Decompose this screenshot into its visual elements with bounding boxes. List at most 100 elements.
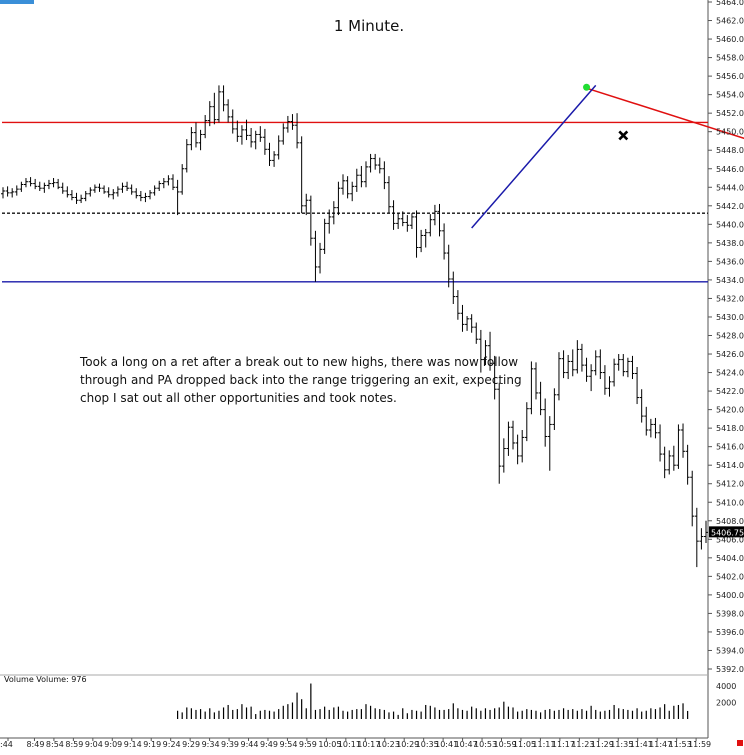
ohlc-bar (694, 507, 699, 568)
ohlc-bar (244, 119, 249, 141)
ohlc-bar (400, 211, 405, 227)
ohlc-bar (56, 178, 61, 190)
price-tick-label: 5460.00 (716, 35, 744, 44)
ohlc-bar (198, 129, 203, 151)
ohlc-bar (235, 120, 240, 142)
time-tick-label: 9:59 (299, 740, 317, 749)
ohlc-bar (593, 350, 598, 376)
ohlc-bar (671, 445, 676, 471)
price-tick-label: 5446.00 (716, 165, 744, 174)
volume-tick-label: 4000 (716, 682, 736, 691)
ohlc-bar (543, 398, 548, 447)
volume-tick-label: 2000 (716, 699, 736, 708)
ohlc-bar (221, 85, 226, 112)
annotation-line: chop I sat out all other opportunities a… (80, 391, 397, 405)
ohlc-bar (207, 101, 212, 127)
ohlc-bar (152, 185, 157, 196)
time-tick-label: 9:39 (221, 740, 239, 749)
ohlc-bar (97, 183, 102, 192)
volume-panel (177, 683, 743, 746)
price-tick-label: 5462.00 (716, 17, 744, 26)
price-tick-label: 5458.00 (716, 54, 744, 63)
time-tick-label: 9:14 (124, 740, 142, 749)
ohlc-bar (354, 168, 359, 192)
time-tick-label: 10:17 (357, 740, 380, 749)
ohlc-bar (501, 438, 506, 473)
ohlc-bar (285, 115, 290, 133)
ohlc-bar (46, 179, 51, 190)
price-tick-label: 5406.00 (716, 535, 744, 544)
time-tick-label: 9:34 (202, 740, 220, 749)
price-tick-label: 5414.00 (716, 461, 744, 470)
price-tick-label: 5430.00 (716, 313, 744, 322)
ohlc-bar (33, 178, 38, 190)
price-tick-label: 5442.00 (716, 202, 744, 211)
ohlc-bar (483, 340, 488, 366)
ohlc-bar (566, 354, 571, 380)
ohlc-bar (676, 424, 681, 469)
ohlc-bar (478, 329, 483, 373)
last-price-label: 5406.75 (711, 528, 744, 537)
price-tick-label: 5432.00 (716, 294, 744, 303)
ohlc-bar (327, 209, 332, 234)
ohlc-bar (616, 354, 621, 371)
ohlc-bar (437, 203, 442, 237)
volume-label: Volume Volume: 976 (4, 675, 87, 684)
ohlc-bar (363, 161, 368, 188)
ohlc-bar (230, 109, 235, 134)
ohlc-bar (79, 194, 84, 204)
ohlc-bar (547, 416, 552, 471)
ohlc-bar (166, 175, 171, 186)
time-tick-label: 10:11 (338, 740, 361, 749)
ohlc-bar (92, 184, 97, 193)
ohlc-bar (653, 417, 658, 439)
ohlc-bar (474, 322, 479, 344)
ohlc-bar (373, 153, 378, 170)
time-tick-label: 8:49 (26, 740, 44, 749)
ohlc-bar (538, 381, 543, 416)
ohlc-bar (88, 187, 93, 197)
ohlc-bar (226, 99, 231, 123)
ohlc-bar (533, 362, 538, 400)
ohlc-bar (51, 178, 56, 188)
time-tick-label: 11:05 (513, 740, 536, 749)
time-tick-label: 11:47 (649, 740, 672, 749)
markers-layer (583, 83, 629, 141)
ohlc-bar (262, 128, 267, 155)
time-tick-label: 10:53 (474, 740, 497, 749)
ohlc-bar (318, 242, 323, 274)
price-tick-label: 5420.00 (716, 406, 744, 415)
trendlines-layer (471, 84, 744, 229)
annotation-line: through and PA dropped back into the ran… (80, 373, 522, 387)
ohlc-bar (19, 181, 24, 192)
ohlc-bar (290, 114, 295, 130)
ohlc-bar (134, 188, 139, 199)
ohlc-bar (685, 444, 690, 485)
price-tick-label: 5428.00 (716, 332, 744, 341)
ohlc-bar (74, 192, 79, 204)
ohlc-bar (589, 364, 594, 392)
price-tick-label: 5448.00 (716, 146, 744, 155)
ohlc-bar (175, 179, 180, 216)
exit-x-marker (618, 130, 629, 141)
time-tick-label: 11:53 (669, 740, 692, 749)
ohlc-bar (115, 186, 120, 197)
time-tick-label: 9:04 (85, 740, 103, 749)
time-tick-label: 9:09 (104, 740, 122, 749)
price-tick-label: 5416.00 (716, 443, 744, 452)
ohlc-bar (23, 178, 28, 188)
ohlc-bar (442, 223, 447, 260)
volume-marker (737, 740, 743, 746)
ohlc-bar (10, 188, 15, 198)
time-tick-label: 10:41 (435, 740, 458, 749)
price-tick-label: 5410.00 (716, 498, 744, 507)
ohlc-bar (497, 382, 502, 484)
ohlc-bar (203, 115, 208, 139)
ohlc-bar (524, 402, 529, 442)
ohlc-bar (690, 470, 695, 527)
ohlc-bar (239, 125, 244, 145)
time-tick-label: 10:29 (396, 740, 419, 749)
price-tick-label: 5392.00 (716, 665, 744, 674)
